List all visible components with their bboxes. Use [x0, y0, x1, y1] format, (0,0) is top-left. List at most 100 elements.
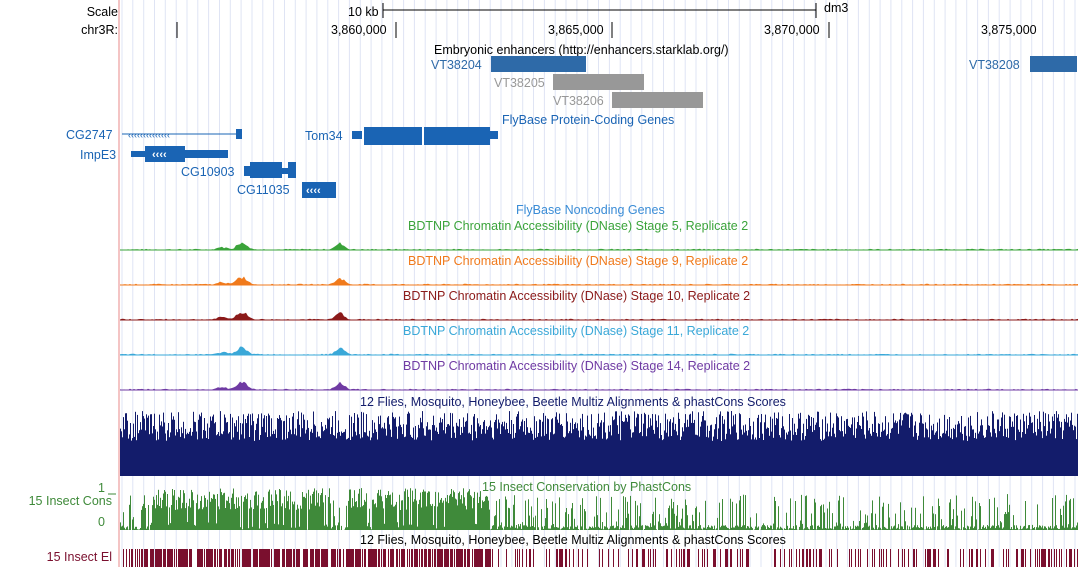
- conserved-element: [803, 549, 804, 567]
- conserved-element: [481, 549, 482, 567]
- conserved-element: [860, 549, 861, 567]
- multiz-bar: [890, 432, 891, 476]
- enhancer-label[interactable]: VT38205: [494, 76, 545, 90]
- gene-label[interactable]: Tom34: [305, 129, 343, 143]
- enhancer-feature[interactable]: [491, 56, 586, 72]
- multiz-bar: [677, 435, 678, 476]
- elements-side-label[interactable]: 15 Insect El: [46, 550, 112, 564]
- scale-label: Scale: [86, 5, 118, 19]
- conserved-element: [334, 549, 335, 567]
- phastcons-bar: [421, 507, 422, 530]
- enhancer-label[interactable]: VT38206: [553, 94, 604, 108]
- multiz-bar: [749, 418, 750, 476]
- phastcons-bar: [775, 501, 776, 530]
- conserved-element: [1066, 549, 1067, 567]
- multiz-bar: [565, 436, 566, 476]
- phastcons-bar: [168, 524, 169, 530]
- multiz-bar: [1039, 411, 1040, 476]
- multiz-bar: [617, 425, 618, 476]
- multiz-bar: [612, 416, 613, 476]
- conserved-element: [858, 549, 859, 567]
- phastcons-bar: [474, 491, 475, 530]
- gene-utr[interactable]: [352, 131, 362, 139]
- multiz-bar: [613, 420, 614, 476]
- phastcons-bar: [424, 491, 425, 530]
- multiz-bar: [267, 437, 268, 476]
- phastcons-bar: [692, 514, 693, 530]
- gene-exon[interactable]: [288, 162, 296, 178]
- phastcons-bar: [1039, 525, 1040, 530]
- phastcons-bar: [292, 501, 293, 530]
- multiz-bar: [716, 417, 717, 476]
- multiz-bar: [995, 433, 996, 476]
- gene-utr[interactable]: [244, 166, 250, 176]
- enhancer-feature[interactable]: [553, 74, 644, 90]
- phastcons-bar: [752, 528, 753, 530]
- multiz-bar: [777, 418, 778, 476]
- phastcons-bar: [614, 528, 615, 530]
- enhancer-feature[interactable]: [1030, 56, 1077, 72]
- gene-exon[interactable]: [145, 146, 185, 162]
- gene-utr[interactable]: [490, 131, 498, 139]
- phastcons-bar: [162, 500, 163, 530]
- conserved-element: [182, 549, 183, 567]
- multiz-bar: [524, 421, 525, 476]
- phastcons-bar: [392, 492, 393, 530]
- multiz-bar: [867, 420, 868, 476]
- phastcons-bar: [854, 529, 855, 530]
- phastcons-bar: [879, 496, 880, 530]
- phastcons-bar: [273, 505, 274, 530]
- gene-utr[interactable]: [185, 150, 228, 158]
- gene-utr[interactable]: [282, 168, 288, 174]
- multiz-bar: [521, 421, 522, 476]
- phastcons-bar: [833, 529, 834, 530]
- conserved-element: [174, 549, 175, 567]
- multiz-bar: [729, 428, 730, 476]
- phastcons-bar: [480, 491, 481, 530]
- conserved-element: [977, 549, 978, 567]
- multiz-bar: [732, 426, 733, 476]
- enhancer-feature[interactable]: [612, 92, 703, 108]
- multiz-bar: [167, 430, 168, 476]
- conserved-element: [343, 549, 344, 567]
- phastcons-bar: [163, 493, 164, 530]
- gene-exon[interactable]: [424, 127, 490, 145]
- phastcons-bar: [632, 527, 633, 530]
- gene-exon[interactable]: [364, 127, 422, 145]
- conserved-element: [411, 549, 412, 567]
- phastcons-bar: [751, 526, 752, 530]
- phastcons-bar: [121, 526, 122, 530]
- gene-label[interactable]: CG10903: [181, 165, 235, 179]
- multiz-bar: [193, 411, 194, 476]
- multiz-bar: [405, 436, 406, 476]
- phastcons-bar: [987, 525, 988, 530]
- gene-exon[interactable]: [250, 162, 282, 178]
- phastcons-bar: [1002, 528, 1003, 530]
- gene-utr[interactable]: [131, 151, 145, 157]
- phastcons-bar: [792, 528, 793, 530]
- gene-exon[interactable]: [302, 182, 336, 198]
- multiz-bar: [484, 420, 485, 476]
- gene-exon[interactable]: [236, 129, 242, 139]
- multiz-bar: [530, 427, 531, 476]
- conserved-element: [934, 549, 935, 567]
- gene-label[interactable]: ImpE3: [80, 148, 117, 162]
- phastcons-side-label[interactable]: 15 Insect Cons: [28, 494, 112, 508]
- phastcons-bar: [635, 500, 636, 530]
- phastcons-bar: [782, 528, 783, 530]
- multiz-bar: [511, 420, 512, 476]
- noncoding-track-title: FlyBase Noncoding Genes: [516, 203, 665, 217]
- gene-label[interactable]: CG11035: [237, 183, 290, 197]
- enhancer-label[interactable]: VT38208: [969, 58, 1020, 72]
- enhancer-label[interactable]: VT38204: [431, 58, 482, 72]
- ruler-position: 3,875,000: [981, 23, 1037, 37]
- phastcons-bar: [268, 491, 269, 530]
- gene-label[interactable]: CG2747: [66, 128, 113, 142]
- phastcons-bar: [991, 526, 992, 530]
- multiz-bar: [835, 437, 836, 476]
- multiz-bar: [813, 417, 814, 476]
- multiz-bar: [165, 433, 166, 476]
- multiz-bar: [1017, 415, 1018, 476]
- multiz-bar: [172, 419, 173, 476]
